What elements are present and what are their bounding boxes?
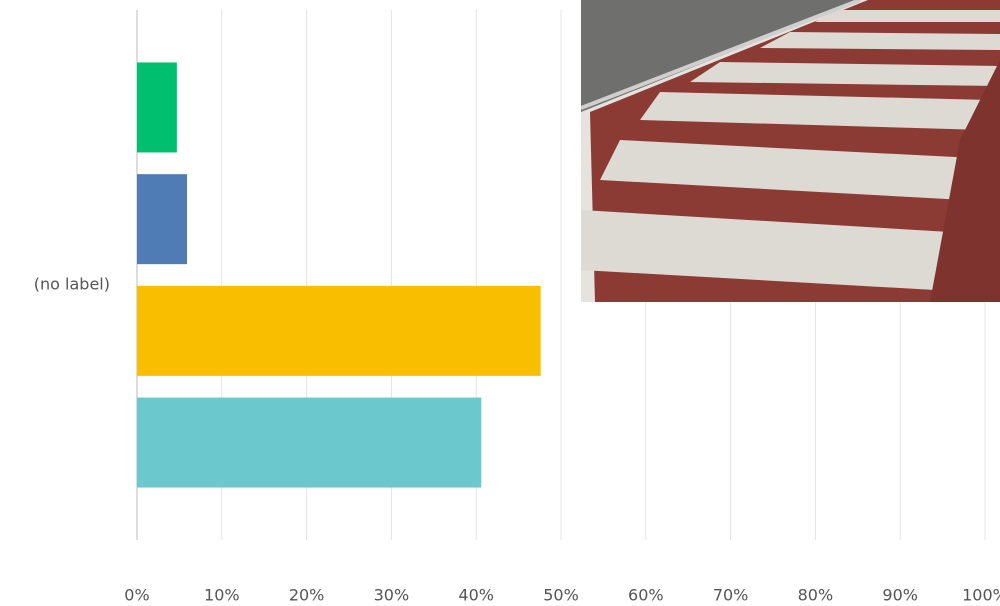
x-tick-label: 0%	[124, 586, 149, 605]
bar	[137, 174, 188, 265]
x-tick-label: 50%	[543, 586, 579, 605]
bar	[137, 285, 541, 376]
bar	[137, 62, 177, 153]
plot-area: 0% 10% 20% 30% 40% 50% 60% 70% 80% 90% 100% (no lab…	[34, 10, 1000, 605]
x-tick-label: 10%	[204, 586, 240, 605]
x-tick-label: 70%	[713, 586, 749, 605]
bar	[137, 397, 482, 488]
x-tick-label: 80%	[798, 586, 834, 605]
x-tick-label: 20%	[289, 586, 325, 605]
photo	[581, 0, 1000, 302]
x-tick-label: 40%	[458, 586, 494, 605]
y-tick-label: (no label)	[34, 275, 110, 294]
x-tick-label: 60%	[628, 586, 664, 605]
x-tick-label: 100%	[962, 586, 1000, 605]
x-tick-label: 90%	[882, 586, 918, 605]
x-tick-label: 30%	[374, 586, 410, 605]
